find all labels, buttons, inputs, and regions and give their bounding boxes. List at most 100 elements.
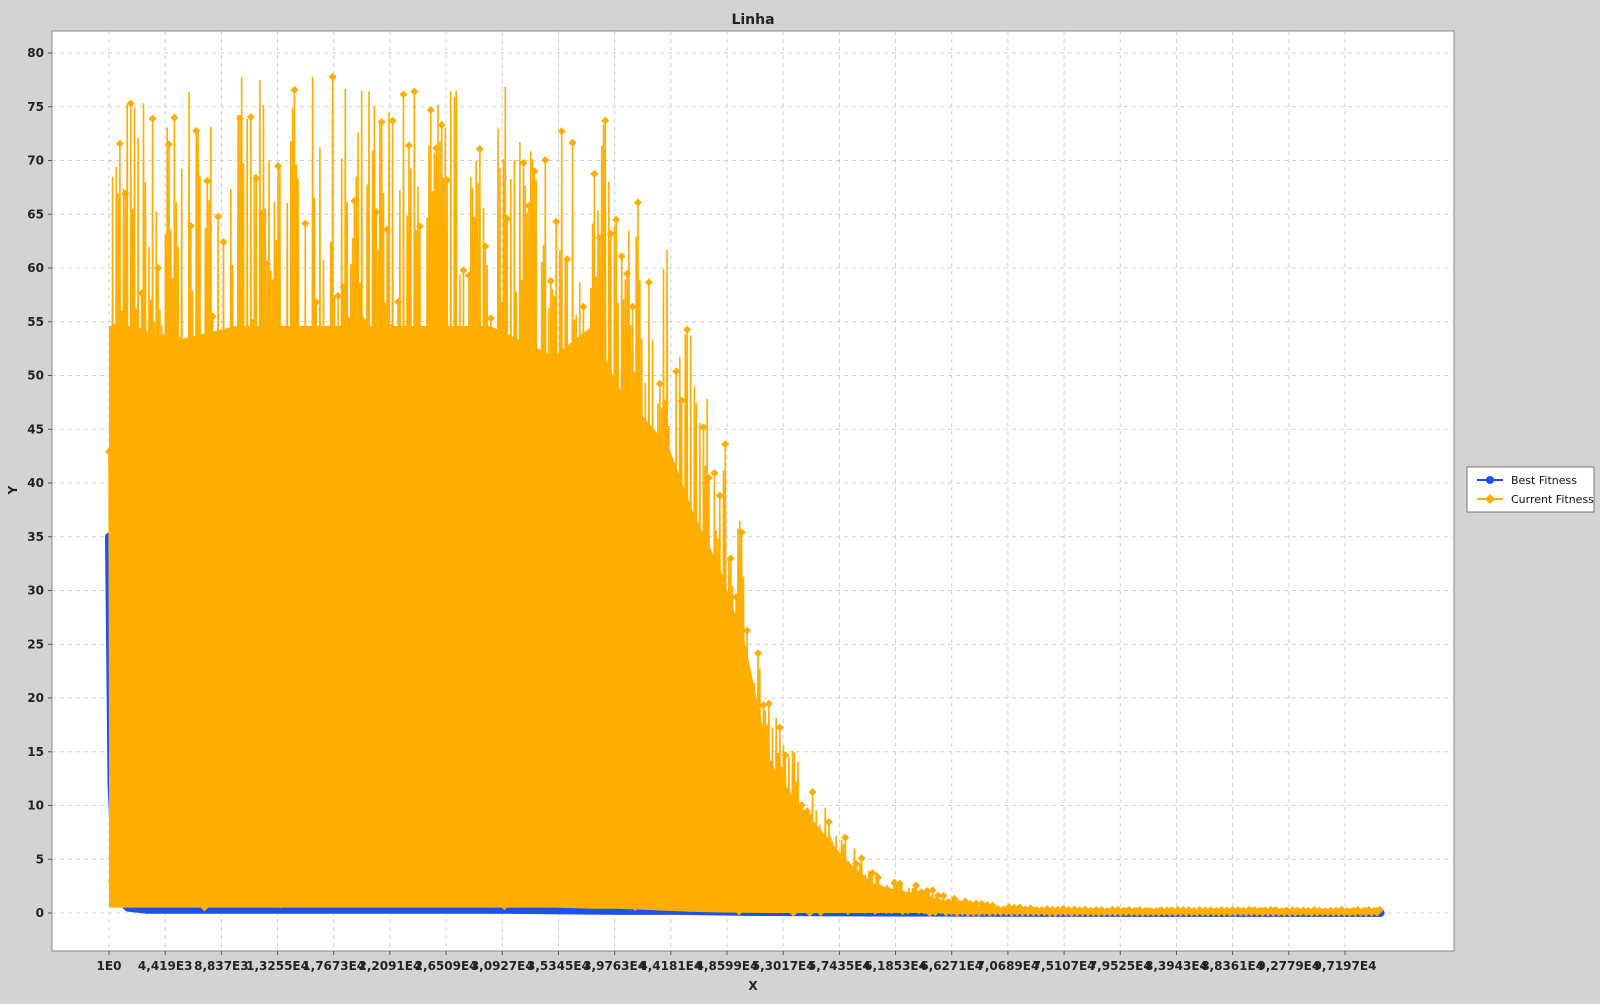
y-tick-label: 65 [27, 207, 44, 221]
data-point-current-fitness [1258, 906, 1267, 915]
data-point-current-fitness [105, 447, 113, 456]
data-point-current-fitness [500, 902, 509, 911]
x-tick-label: 3,0927E4 [471, 959, 534, 973]
data-point-current-fitness [505, 882, 514, 891]
data-point-current-fitness [598, 835, 607, 844]
data-point-best-fitness [486, 905, 495, 914]
data-point-current-fitness [544, 836, 553, 845]
data-point-current-fitness [612, 215, 621, 224]
data-point-current-fitness [857, 854, 866, 863]
data-point-current-fitness [816, 908, 825, 917]
data-point-current-fitness [737, 528, 746, 537]
data-point-current-fitness [988, 901, 997, 910]
data-point-current-fitness [942, 908, 951, 917]
data-point-current-fitness [205, 874, 214, 883]
data-point-current-fitness [257, 209, 266, 218]
data-point-current-fitness [1052, 906, 1061, 915]
data-point-current-fitness [538, 806, 547, 815]
x-tick-label: 8,3943E4 [1145, 959, 1208, 973]
y-tick-label: 20 [27, 691, 44, 705]
data-point-current-fitness [1132, 906, 1141, 915]
y-tick-label: 30 [27, 584, 44, 598]
y-tick-label: 25 [27, 637, 44, 651]
data-point-current-fitness [159, 333, 168, 342]
data-point-current-fitness [800, 899, 809, 908]
data-point-current-fitness [134, 862, 143, 871]
x-tick-label: 3,9763E4 [583, 959, 646, 973]
data-point-current-fitness [778, 896, 787, 905]
data-point-current-fitness [115, 139, 124, 148]
data-point-current-fitness [721, 440, 730, 449]
data-point-current-fitness [674, 894, 683, 903]
data-point-current-fitness [1338, 906, 1347, 915]
data-point-current-fitness [756, 872, 765, 881]
data-point-current-fitness [290, 86, 299, 95]
data-point-current-fitness [246, 113, 255, 122]
data-point-current-fitness [691, 847, 700, 856]
data-point-current-fitness [634, 198, 643, 207]
data-point-current-fitness [399, 90, 408, 99]
data-point-current-fitness [579, 302, 588, 311]
data-point-current-fitness [571, 861, 580, 870]
data-point-current-fitness [628, 302, 637, 311]
data-point-current-fitness [1304, 906, 1313, 915]
data-point-current-fitness [854, 900, 863, 909]
data-point-current-fitness [358, 781, 367, 790]
data-point-current-fitness [391, 788, 400, 797]
y-tick-label: 60 [27, 261, 44, 275]
chart-title: Linha [731, 12, 774, 28]
data-point-current-fitness [107, 877, 116, 886]
data-point-current-fitness [748, 706, 757, 715]
data-point-current-fitness [475, 144, 484, 153]
y-tick-label: 45 [27, 422, 44, 436]
x-tick-label: 2,6509E4 [415, 959, 478, 973]
data-point-current-fitness [1075, 906, 1084, 915]
data-point-current-fitness [849, 903, 858, 912]
data-point-current-fitness [445, 785, 454, 794]
data-point-best-fitness [143, 905, 152, 914]
data-point-current-fitness [1224, 906, 1233, 915]
x-tick-label: 5,7435E4 [808, 959, 871, 973]
x-tick-label: 7,5107E4 [1033, 959, 1096, 973]
data-point-current-fitness [751, 877, 760, 886]
data-point-current-fitness [413, 806, 422, 815]
data-point-current-fitness [244, 853, 253, 862]
data-point-current-fitness [1063, 906, 1072, 915]
data-point-current-fitness [944, 898, 953, 907]
data-point-current-fitness [923, 886, 932, 895]
data-point-current-fitness [514, 364, 523, 373]
data-point-current-fitness [906, 892, 915, 901]
x-tick-label: 2,2091E4 [358, 959, 421, 973]
data-point-current-fitness [969, 908, 978, 917]
data-point-current-fitness [162, 875, 171, 884]
data-point-current-fitness [653, 868, 662, 877]
data-point-current-fitness [494, 898, 503, 907]
data-point-current-fitness [334, 291, 343, 300]
data-point-current-fitness [928, 886, 937, 895]
data-point-current-fitness [167, 840, 176, 849]
data-point-current-fitness [863, 878, 872, 887]
data-point-current-fitness [489, 823, 498, 832]
data-point-current-fitness [590, 169, 599, 178]
data-point-current-fitness [707, 839, 716, 848]
data-point-current-fitness [609, 843, 618, 852]
legend-box [1466, 466, 1595, 513]
data-point-current-fitness [677, 396, 686, 405]
data-point-current-fitness [473, 783, 482, 792]
data-point-current-fitness [301, 219, 310, 228]
data-point-current-fitness [650, 430, 659, 439]
data-point-current-fitness [137, 289, 146, 298]
data-point-current-fitness [726, 554, 735, 563]
data-point-current-fitness [424, 824, 433, 833]
data-point-current-fitness [241, 354, 250, 363]
data-point-current-fitness [819, 836, 828, 845]
y-tick-label: 10 [27, 799, 44, 813]
data-point-current-fitness [680, 832, 689, 841]
data-point-current-fitness [887, 906, 896, 915]
y-tick-label: 80 [27, 46, 44, 60]
data-point-current-fitness [617, 252, 626, 261]
data-point-best-fitness [359, 905, 368, 914]
data-point-current-fitness [560, 831, 569, 840]
data-point-current-fitness [238, 784, 247, 793]
data-point-current-fitness [1143, 906, 1152, 915]
